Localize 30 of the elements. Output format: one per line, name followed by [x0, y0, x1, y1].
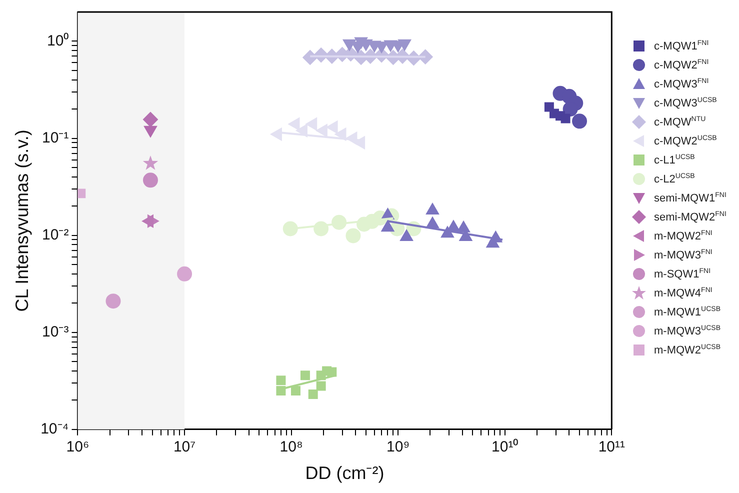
legend-label: c-L1$^{UCSB}$ — [654, 153, 695, 169]
legend-label: m-MQW3$^{FNI}$ — [654, 248, 712, 264]
x-tick-label: 10⁸ — [280, 438, 303, 456]
x-tick-label: 10¹⁰ — [492, 438, 518, 456]
legend-label: semi-MQW2$^{FNI}$ — [654, 210, 726, 226]
legend-label: c-MQW1$^{FNI}$ — [654, 39, 709, 55]
y-tick-label: 10⁰ — [47, 32, 69, 50]
y-tick-label: 10⁻³ — [42, 323, 69, 340]
legend-label: c-MQW2$^{FNI}$ — [654, 58, 709, 74]
y-axis-title: CL Intensyvumas (s.v.) — [12, 130, 32, 312]
x-tick-label: 10⁷ — [173, 438, 196, 456]
legend-label: m-MQW2$^{FNI}$ — [654, 229, 712, 245]
legend-label: m-SQW1$^{FNI}$ — [654, 267, 711, 283]
y-tick-label: 10⁻² — [42, 226, 69, 244]
legend-label: c-MQW3$^{FNI}$ — [654, 77, 709, 93]
legend-label: m-MQW2$^{UCSB}$ — [654, 343, 720, 359]
y-tick-label: 10⁻¹ — [42, 129, 69, 146]
x-tick-label: 10⁹ — [386, 438, 410, 456]
legend-label: m-MQW1$^{UCSB}$ — [654, 305, 720, 321]
legend-label: c-MQW3$^{UCSB}$ — [654, 96, 717, 112]
legend-label: c-L2$^{UCSB}$ — [654, 172, 695, 188]
legend-label: m-MQW4$^{FNI}$ — [654, 286, 712, 302]
x-tick-label: 10⁶ — [66, 438, 90, 456]
legend-label: m-MQW3$^{UCSB}$ — [654, 324, 720, 340]
legend-label: c-MQW2$^{UCSB}$ — [654, 134, 717, 150]
y-tick-label: 10⁻⁴ — [40, 420, 69, 438]
legend-label: semi-MQW1$^{FNI}$ — [654, 191, 726, 207]
legend-label: c-MQW$^{NTU}$ — [654, 115, 706, 131]
x-axis-title: DD (cm⁻²) — [305, 463, 384, 484]
x-tick-label: 10¹¹ — [598, 438, 626, 456]
